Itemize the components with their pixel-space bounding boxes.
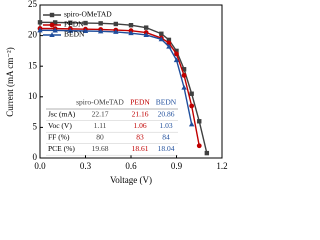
marker bbox=[159, 31, 164, 36]
marker bbox=[181, 67, 187, 72]
marker bbox=[181, 84, 187, 90]
table-header: BEDN bbox=[156, 98, 177, 107]
x-tick-label: 0.9 bbox=[171, 161, 183, 171]
table-row-label: Jsc (mA) bbox=[48, 110, 76, 119]
y-tick-label: 10 bbox=[28, 91, 38, 101]
table-cell: 20.86 bbox=[158, 110, 175, 119]
marker bbox=[67, 27, 74, 33]
series-line bbox=[39, 27, 200, 146]
marker bbox=[82, 28, 89, 34]
legend-marker bbox=[49, 12, 55, 18]
marker bbox=[83, 20, 88, 26]
x-tick-label: 0.0 bbox=[34, 161, 46, 171]
marker bbox=[196, 143, 202, 149]
y-axis-title: Current (mA cm⁻²) bbox=[5, 47, 15, 116]
y-tick-label: 25 bbox=[28, 0, 38, 9]
marker bbox=[68, 20, 73, 25]
y-tick-label: 0 bbox=[33, 152, 38, 162]
marker bbox=[143, 32, 149, 37]
marker bbox=[97, 28, 104, 34]
marker bbox=[166, 40, 172, 46]
table-cell: 84 bbox=[162, 133, 170, 142]
marker bbox=[37, 20, 43, 25]
table-header: spiro-OMeTAD bbox=[76, 98, 124, 107]
x-tick-label: 0.6 bbox=[125, 161, 137, 171]
legend-label: BEDN bbox=[64, 30, 85, 39]
x-tick-label: 0.3 bbox=[80, 161, 92, 171]
marker bbox=[189, 103, 195, 109]
y-tick-label: 15 bbox=[28, 60, 38, 70]
marker bbox=[98, 21, 103, 26]
table-cell: 83 bbox=[136, 133, 144, 142]
marker bbox=[189, 91, 194, 96]
legend-label: PEDN bbox=[64, 20, 84, 29]
table-cell: 1.03 bbox=[159, 121, 172, 130]
x-axis-title: Voltage (V) bbox=[110, 175, 152, 185]
marker bbox=[181, 72, 187, 78]
chart: Voltage (V) Current (mA cm⁻²) 0.0 0.3 0.6 0… bbox=[5, 0, 228, 185]
marker bbox=[188, 121, 195, 127]
marker bbox=[52, 20, 58, 25]
table-row-label: Voc (V) bbox=[48, 121, 72, 130]
x-tick-label: 1.2 bbox=[216, 161, 227, 171]
marker bbox=[173, 57, 180, 63]
table-cell: 18.61 bbox=[132, 144, 149, 153]
marker bbox=[143, 25, 149, 30]
marker bbox=[166, 43, 172, 49]
marker bbox=[174, 51, 179, 57]
y-tick-label: 20 bbox=[28, 30, 38, 40]
table-row-label: PCE (%) bbox=[48, 144, 75, 153]
legend-label: spiro-OMeTAD bbox=[64, 10, 112, 19]
table-cell: 80 bbox=[96, 133, 104, 142]
table-cell: 19.68 bbox=[92, 144, 109, 153]
marker bbox=[204, 150, 210, 156]
table-cell: 22.17 bbox=[92, 110, 109, 119]
marker bbox=[52, 27, 58, 33]
legend-marker bbox=[49, 32, 55, 37]
marker bbox=[113, 21, 119, 27]
table-row-label: FF (%) bbox=[48, 133, 70, 142]
legend-marker bbox=[49, 22, 55, 28]
marker bbox=[174, 48, 179, 54]
table-cell: 21.16 bbox=[132, 110, 149, 119]
table-cell: 1.06 bbox=[133, 121, 146, 130]
marker bbox=[113, 29, 119, 34]
table-cell: 18.04 bbox=[158, 144, 175, 153]
table-cell: 1.11 bbox=[94, 121, 107, 130]
marker bbox=[128, 30, 134, 36]
table-header: PEDN bbox=[130, 98, 150, 107]
marker bbox=[37, 27, 43, 33]
y-tick-label: 5 bbox=[33, 121, 38, 131]
marker bbox=[158, 36, 165, 42]
marker bbox=[166, 37, 172, 43]
marker bbox=[128, 22, 134, 28]
marker bbox=[197, 119, 202, 124]
